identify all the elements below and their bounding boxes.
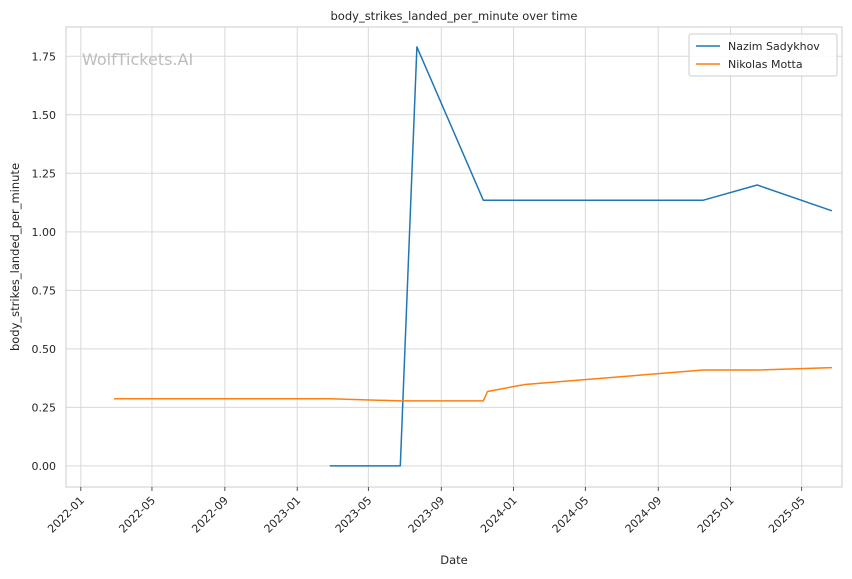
x-axis-label: Date	[440, 553, 468, 567]
series-layer	[114, 46, 833, 467]
series-line-nazim-sadykhov	[329, 46, 833, 467]
y-tick-label: 1.75	[32, 50, 57, 63]
series-line-nikolas-motta	[114, 366, 832, 402]
y-axis-ticks: 0.00 0.25 0.50 0.75 1.00 1.25 1.50 1.75	[32, 50, 57, 473]
legend-label-nikolas-motta: Nikolas Motta	[728, 58, 803, 71]
y-tick-label: 0.50	[32, 343, 57, 356]
legend-box	[688, 33, 838, 77]
y-tick-label: 1.50	[32, 109, 57, 122]
watermark: WolfTickets.AI	[82, 50, 193, 69]
y-tick-label: 0.75	[32, 284, 57, 297]
y-tick-label: 0.25	[32, 401, 57, 414]
chart-title: body_strikes_landed_per_minute over time	[331, 9, 578, 23]
y-tick-label: 1.25	[32, 167, 57, 180]
legend: Nazim Sadykhov Nikolas Motta	[688, 33, 838, 77]
legend-label-nazim-sadykhov: Nazim Sadykhov	[728, 40, 820, 53]
plot-area-frame	[65, 26, 843, 488]
y-axis-label: body_strikes_landed_per_minute	[8, 163, 22, 351]
y-tick-label: 1.00	[32, 226, 57, 239]
y-tick-label: 0.00	[32, 460, 57, 473]
grid-lines	[66, 27, 842, 487]
